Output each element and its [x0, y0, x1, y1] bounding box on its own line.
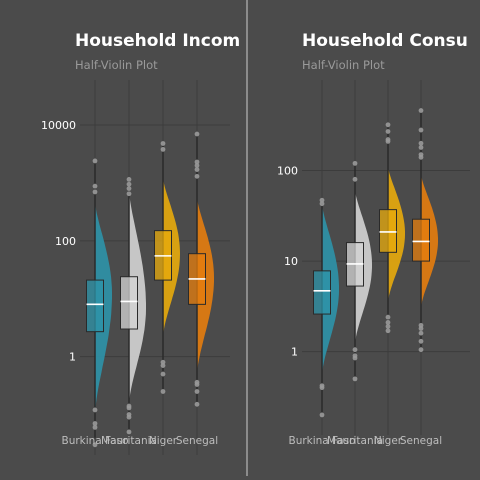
consumption-outlier-point — [319, 201, 325, 207]
consumption-outlier-point — [385, 129, 391, 134]
consumption-x-tick-label-niger: Niger — [374, 435, 403, 447]
income-outlier-point — [194, 389, 200, 394]
consumption-box-burkina-faso — [313, 270, 331, 315]
consumption-outlier-point — [385, 314, 391, 320]
income-outlier-point — [160, 389, 166, 394]
consumption-outlier-point — [418, 152, 424, 157]
income-outlier-point — [126, 177, 132, 182]
consumption-chart-panel: 1 10 100 Burkina Faso Mauritania Niger Senegal… — [248, 0, 480, 476]
income-outlier-point — [160, 146, 166, 152]
income-box-mauritania — [120, 276, 138, 330]
income-chart-svg: 1 100 10000 Burkina FasoMauritaniaNigerSene… — [41, 80, 230, 455]
income-y-tick-label: 100 — [55, 235, 76, 248]
consumption-outlier-point — [319, 197, 325, 203]
consumption-outlier-point — [319, 383, 325, 389]
income-x-tick-label-niger: Niger — [149, 435, 178, 447]
income-outlier-point — [126, 412, 132, 417]
income-y-tick-label: 1 — [69, 351, 76, 364]
income-chart-subtitle: Half-Violin Plot — [75, 58, 158, 72]
consumption-group-senegal — [412, 108, 438, 353]
income-group-mauritania — [120, 177, 146, 435]
consumption-outlier-point — [352, 347, 358, 353]
income-outlier-point — [92, 424, 98, 430]
income-outlier-point — [194, 173, 200, 179]
income-outlier-point — [194, 401, 200, 407]
consumption-outlier-point — [352, 376, 358, 382]
consumption-group-burkina-faso — [313, 197, 339, 418]
income-chart-title: Household Incom — [75, 31, 241, 51]
income-outlier-point — [126, 191, 132, 197]
income-box-burkina-faso — [86, 279, 104, 333]
consumption-box-niger — [379, 209, 397, 253]
consumption-chart-subtitle: Half-Violin Plot — [302, 58, 385, 72]
income-group-senegal — [188, 131, 214, 407]
income-outlier-point — [126, 186, 132, 191]
consumption-outlier-point — [418, 347, 424, 353]
consumption-x-tick-label-burkina-faso: Burkina Faso — [288, 435, 355, 447]
consumption-outlier-point — [418, 108, 424, 113]
consumption-outlier-point — [418, 330, 424, 336]
consumption-group-mauritania — [346, 160, 372, 382]
consumption-chart-title: Household Consu — [302, 31, 468, 51]
income-outlier-point — [160, 359, 166, 365]
income-outlier-point — [92, 183, 98, 189]
consumption-outlier-point — [385, 323, 391, 329]
income-outlier-point — [194, 159, 200, 165]
income-outlier-point — [92, 158, 98, 164]
income-outlier-point — [126, 403, 132, 409]
income-outlier-point — [194, 167, 200, 173]
income-outlier-point — [92, 421, 98, 426]
consumption-outlier-point — [418, 127, 424, 133]
consumption-outlier-point — [352, 160, 358, 166]
consumption-outlier-point — [418, 145, 424, 150]
consumption-outlier-point — [385, 320, 391, 325]
consumption-outlier-point — [418, 322, 424, 328]
consumption-outlier-point — [385, 328, 391, 334]
consumption-x-tick-label-senegal: Senegal — [400, 435, 442, 447]
income-outlier-point — [160, 141, 166, 146]
income-outlier-point — [92, 189, 98, 195]
consumption-outlier-point — [385, 137, 391, 142]
income-outlier-point — [194, 379, 200, 385]
income-outlier-point — [194, 131, 200, 137]
income-outlier-point — [92, 442, 98, 448]
income-group-burkina-faso — [86, 158, 112, 448]
income-outlier-point — [160, 371, 166, 377]
income-x-tick-label-burkina-faso: Burkina Faso — [61, 435, 128, 447]
consumption-y-tick-label: 100 — [277, 165, 298, 178]
income-y-tick-label: 10000 — [41, 119, 76, 132]
income-group-niger — [154, 141, 180, 394]
consumption-outlier-point — [418, 140, 424, 146]
income-chart-panel: 1 100 10000 Burkina Faso Mauritania Niger Sene… — [41, 0, 248, 476]
consumption-outlier-point — [352, 176, 358, 182]
consumption-outlier-point — [352, 353, 358, 359]
consumption-y-tick-label: 10 — [284, 255, 298, 268]
income-x-tick-label-mauritania: Mauritania — [101, 435, 157, 447]
income-x-tick-label-senegal: Senegal — [176, 435, 218, 447]
income-outlier-point — [126, 429, 132, 435]
consumption-outlier-point — [418, 338, 424, 344]
income-outlier-point — [126, 181, 132, 187]
consumption-outlier-point — [385, 122, 391, 128]
consumption-y-tick-label: 1 — [291, 346, 298, 359]
income-outlier-point — [160, 363, 166, 369]
consumption-group-niger — [379, 122, 405, 334]
consumption-box-senegal — [412, 218, 430, 262]
consumption-outlier-point — [319, 412, 325, 418]
income-outlier-point — [92, 407, 98, 413]
income-outlier-point — [194, 163, 200, 168]
consumption-x-tick-label-mauritania: Mauritania — [327, 435, 383, 447]
